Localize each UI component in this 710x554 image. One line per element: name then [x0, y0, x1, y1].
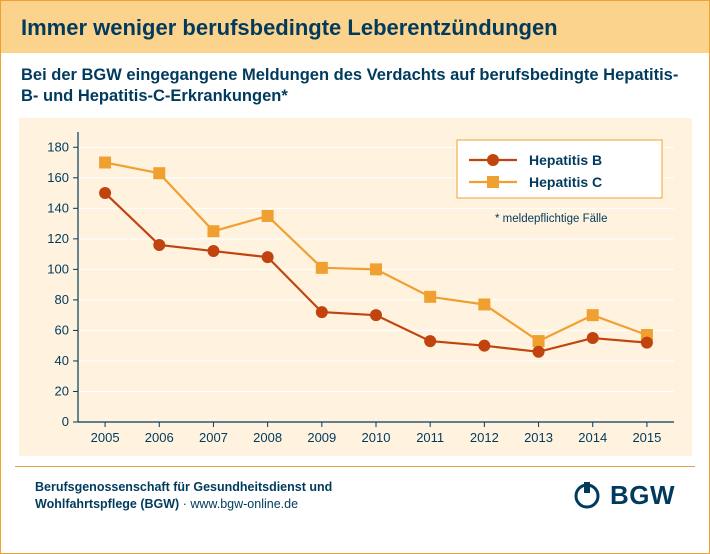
- svg-text:2009: 2009: [307, 430, 336, 445]
- footer-line2: Wohlfahrtspflege (BGW): [35, 497, 179, 511]
- subtitle: Bei der BGW eingegangene Meldungen des V…: [1, 53, 709, 118]
- svg-text:2010: 2010: [362, 430, 391, 445]
- svg-text:2008: 2008: [253, 430, 282, 445]
- footer-line1: Berufsgenossenschaft für Gesundheitsdien…: [35, 480, 332, 494]
- svg-text:140: 140: [47, 200, 69, 215]
- svg-text:100: 100: [47, 261, 69, 276]
- svg-text:2011: 2011: [416, 430, 444, 445]
- footer: Berufsgenossenschaft für Gesundheitsdien…: [15, 466, 695, 513]
- svg-text:0: 0: [62, 414, 69, 429]
- svg-text:* meldepflichtige Fälle: * meldepflichtige Fälle: [495, 213, 608, 225]
- svg-text:60: 60: [55, 322, 69, 337]
- svg-text:Hepatitis B: Hepatitis B: [529, 152, 602, 168]
- chart-svg: 0 20 40 60 80 100 120 140 160 180 2005 2006 2007 2008…: [20, 118, 692, 456]
- svg-text:2012: 2012: [470, 430, 499, 445]
- footer-url: www.bgw-online.de: [190, 497, 298, 511]
- svg-text:2013: 2013: [524, 430, 553, 445]
- title-band: Immer weniger berufsbedingte Leberentzün…: [1, 1, 709, 53]
- svg-text:2014: 2014: [578, 430, 607, 445]
- infographic-container: Immer weniger berufsbedingte Leberentzün…: [0, 0, 710, 554]
- svg-text:80: 80: [55, 292, 69, 307]
- logo-text: BGW: [610, 480, 675, 511]
- svg-text:120: 120: [47, 231, 69, 246]
- svg-text:2015: 2015: [632, 430, 661, 445]
- svg-text:2005: 2005: [91, 430, 120, 445]
- chart-wrap: 0 20 40 60 80 100 120 140 160 180 2005 2006 2007 2008…: [1, 118, 709, 456]
- svg-text:180: 180: [47, 139, 69, 154]
- svg-text:40: 40: [55, 353, 69, 368]
- logo-icon: [570, 479, 604, 513]
- svg-text:2007: 2007: [199, 430, 228, 445]
- bgw-logo: BGW: [570, 479, 675, 513]
- svg-text:20: 20: [55, 383, 69, 398]
- page-title: Immer weniger berufsbedingte Leberentzün…: [21, 15, 689, 41]
- line-chart: 0 20 40 60 80 100 120 140 160 180 2005 2006 2007 2008…: [19, 118, 692, 456]
- footer-org: Berufsgenossenschaft für Gesundheitsdien…: [35, 479, 332, 513]
- svg-text:Hepatitis C: Hepatitis C: [529, 174, 602, 190]
- svg-text:2006: 2006: [145, 430, 174, 445]
- svg-text:160: 160: [47, 170, 69, 185]
